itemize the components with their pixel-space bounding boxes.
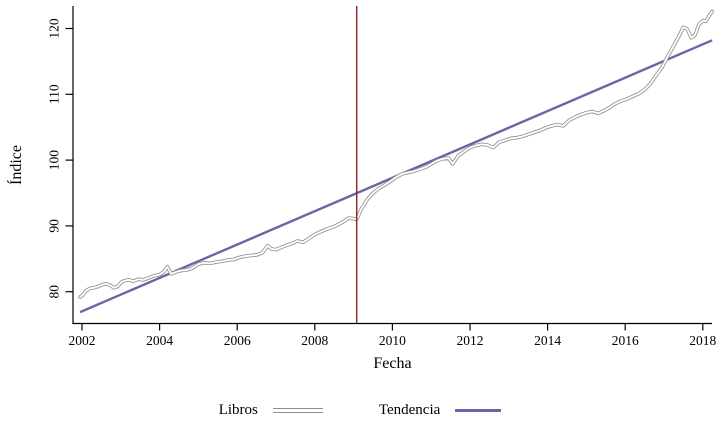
y-tick-label: 80 — [47, 285, 62, 299]
y-tick-label: 100 — [47, 150, 62, 171]
chart-legend: Libros Tendencia — [0, 402, 720, 419]
libros-line-sample-icon — [272, 408, 323, 413]
y-tick-label: 90 — [47, 219, 62, 233]
y-tick-label: 110 — [47, 84, 62, 104]
x-tick-label: 2004 — [146, 333, 173, 348]
x-tick-label: 2016 — [612, 333, 639, 348]
x-tick-label: 2012 — [457, 333, 484, 348]
x-tick-label: 2006 — [224, 333, 251, 348]
legend-item-tendencia: Tendencia — [378, 402, 502, 419]
x-tick-label: 2002 — [69, 333, 96, 348]
legend-label-libros: Libros — [218, 402, 258, 418]
legend-item-libros: Libros — [219, 402, 323, 419]
x-tick-label: 2018 — [689, 333, 716, 348]
y-axis-title: Índice — [8, 145, 25, 185]
tendencia-line-sample-icon — [455, 409, 502, 412]
libros-line-outline — [78, 9, 714, 299]
x-tick-label: 2008 — [301, 333, 328, 348]
x-axis-title: Fecha — [373, 355, 412, 372]
x-tick-label: 2010 — [379, 333, 406, 348]
libros-line-core — [79, 10, 714, 298]
y-tick-label: 120 — [47, 18, 62, 39]
x-tick-label: 2014 — [534, 333, 561, 348]
legend-label-tendencia: Tendencia — [378, 402, 441, 418]
